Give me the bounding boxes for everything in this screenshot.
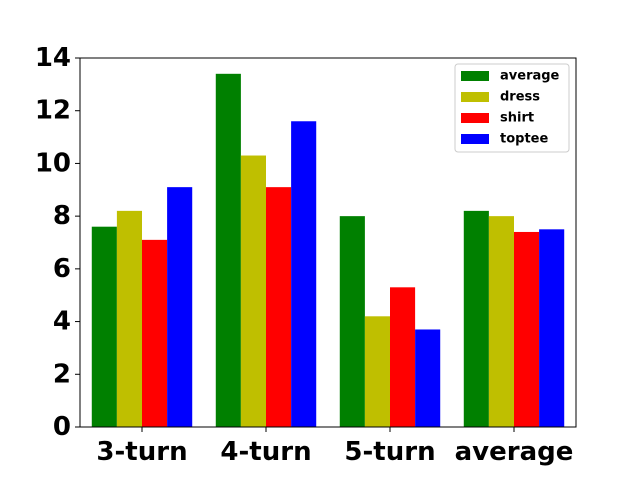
- legend-swatch-dress: [461, 92, 489, 102]
- bar-shirt-average: [514, 231, 540, 427]
- legend-box: [454, 63, 570, 153]
- y-tick-label: 6: [53, 254, 71, 284]
- bar-dress-average: [488, 216, 514, 427]
- legend-label-shirt: shirt: [500, 111, 534, 126]
- legend-label-toptee: toptee: [500, 132, 548, 147]
- legend-label-average: average: [500, 69, 560, 84]
- legend-swatch-toptee: [461, 134, 489, 144]
- x-tick-label: average: [455, 437, 574, 467]
- bar-toptee-4-turn: [291, 121, 317, 427]
- bar-shirt-3-turn: [142, 239, 168, 427]
- bar-toptee-average: [539, 229, 565, 427]
- bar-average-average: [463, 210, 489, 427]
- y-tick-label: 12: [35, 96, 71, 126]
- bar-average-4-turn: [215, 73, 241, 427]
- bar-average-5-turn: [339, 216, 365, 427]
- y-tick-label: 2: [53, 359, 71, 389]
- bar-average-3-turn: [91, 226, 117, 427]
- x-tick-label: 4-turn: [220, 437, 311, 467]
- x-axis: 3-turn 4-turn 5-turn average: [96, 427, 573, 467]
- legend-swatch-shirt: [461, 113, 489, 123]
- bars-layer: [91, 73, 565, 427]
- y-tick-label: 4: [53, 307, 71, 337]
- x-tick-label: 5-turn: [344, 437, 435, 467]
- bar-dress-4-turn: [240, 155, 266, 427]
- y-tick-label: 10: [35, 148, 71, 178]
- x-tick-label: 3-turn: [96, 437, 187, 467]
- y-axis: 0 2 4 6 8 10 12 14: [35, 43, 80, 442]
- y-tick-label: 0: [53, 412, 71, 442]
- bar-toptee-5-turn: [415, 329, 441, 427]
- bar-toptee-3-turn: [167, 187, 193, 427]
- bar-shirt-4-turn: [266, 187, 292, 427]
- legend-swatch-average: [461, 71, 489, 81]
- y-tick-label: 14: [35, 43, 71, 73]
- legend-label-dress: dress: [500, 90, 540, 105]
- plot-frame: [79, 57, 577, 428]
- y-tick-label: 8: [53, 201, 71, 231]
- legend: average dress shirt toptee: [454, 63, 570, 153]
- bar-dress-5-turn: [364, 316, 390, 427]
- bar-shirt-5-turn: [390, 287, 416, 427]
- bar-dress-3-turn: [116, 210, 142, 427]
